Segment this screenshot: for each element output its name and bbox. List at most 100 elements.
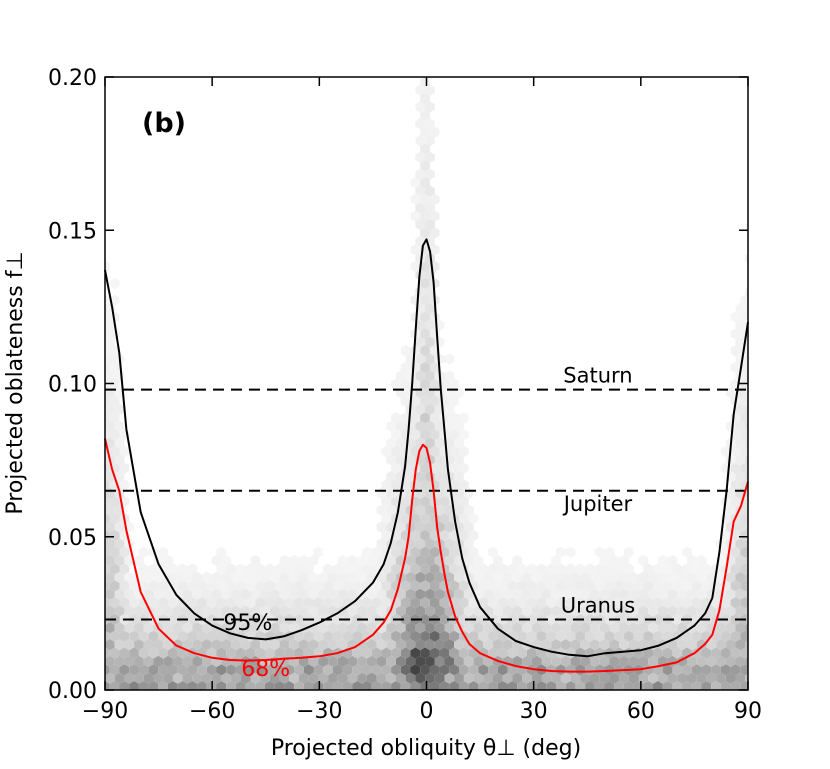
hexbin-cell [279, 622, 290, 634]
hexbin-cell [410, 630, 421, 642]
hexbin-cell [143, 622, 154, 634]
hexbin-cell [366, 655, 377, 667]
hexbin-cell [429, 311, 440, 323]
hexbin-cell [206, 613, 217, 625]
x-tick-label: 60 [627, 699, 655, 724]
hexbin-cell [599, 622, 610, 634]
hexbin-cell [410, 513, 421, 525]
hexbin-cell [444, 672, 455, 684]
hexbin-cell [153, 588, 164, 600]
hexbin-cell [366, 639, 377, 651]
hexbin-cell [362, 647, 372, 659]
hexbin-cell [667, 672, 678, 684]
hexbin-cell [502, 639, 513, 651]
hexbin-cell [657, 672, 668, 684]
hexbin-cell [274, 613, 285, 625]
hexbin-cell [396, 521, 406, 533]
hexbin-cell [575, 681, 586, 690]
hexbin-cell [274, 681, 285, 690]
hexbin-cell [468, 546, 479, 558]
hexbin-cell [720, 529, 731, 541]
hexbin-cell [400, 580, 411, 592]
hexbin-cell [425, 605, 435, 617]
hexbin-cell [449, 546, 459, 558]
hexbin-cell [439, 630, 450, 642]
hexbin-cell [274, 664, 285, 676]
uranus-label: Uranus [561, 594, 635, 618]
hexbin-cell [735, 521, 746, 533]
hexbin-cell [720, 597, 731, 609]
hexbin-cell [677, 588, 687, 600]
hexbin-cell [163, 622, 173, 634]
hexbin-cell [449, 395, 459, 407]
hexbin-cell [628, 655, 639, 667]
hexbin-cell [114, 605, 125, 617]
hexbin-cell [429, 227, 440, 239]
hexbin-cell [682, 597, 692, 609]
hexbin-cell [109, 378, 120, 390]
hexbin-cell [299, 605, 309, 617]
hexbin-cell [415, 420, 426, 432]
panel-label: (b) [142, 108, 186, 139]
hexbin-cell [580, 622, 590, 634]
hexbin-cell [391, 630, 401, 642]
hexbin-cell [517, 597, 527, 609]
hexbin-cell [696, 571, 707, 583]
hexbin-cell [434, 672, 445, 684]
hexbin-cell [405, 655, 416, 667]
hexbin-cell [415, 605, 426, 617]
hexbin-cell [522, 571, 532, 583]
hexbin-cell [425, 639, 435, 651]
hexbin-cell [153, 655, 164, 667]
hexbin-cell [594, 563, 605, 575]
hexbin-cell [594, 664, 605, 676]
hexbin-cell [735, 622, 746, 634]
hexbin-cell [197, 580, 207, 592]
hexbin-cell [405, 454, 416, 466]
hexbin-cell [357, 672, 367, 684]
hexbin-cell [235, 647, 246, 659]
hexbin-cell [420, 277, 430, 289]
hexbin-cell [425, 538, 435, 550]
hexbin-cell [192, 588, 202, 600]
hexbin-cell [337, 639, 348, 651]
hexbin-cell [672, 681, 683, 690]
hexbin-cell [483, 672, 493, 684]
hexbin-cell [284, 580, 295, 592]
hexbin-cell [202, 605, 212, 617]
hexbin-cell [425, 101, 435, 113]
hexbin-cell [628, 605, 639, 617]
hexbin-cell [740, 462, 748, 474]
hexbin-cell [396, 588, 406, 600]
hexbin-cell [429, 395, 440, 407]
hexbin-cell [163, 588, 173, 600]
hexbin-cell [691, 613, 702, 625]
hexbin-cell [376, 605, 387, 617]
hexbin-cell [682, 546, 692, 558]
hexbin-cell [206, 664, 217, 676]
hexbin-cell [444, 437, 455, 449]
hexbin-cell [415, 672, 426, 684]
hexbin-cell [619, 571, 629, 583]
hexbin-cell [439, 664, 450, 676]
hexbin-cell [638, 555, 649, 567]
hexbin-cell [114, 403, 125, 415]
hexbin-cell [444, 555, 455, 567]
hexbin-cell [245, 647, 256, 659]
hexbin-cell [197, 664, 207, 676]
hexbin-cell [211, 672, 222, 684]
hexbin-cell [623, 630, 634, 642]
hexbin-cell [463, 538, 474, 550]
hexbin-cell [580, 571, 590, 583]
hexbin-cell [158, 630, 168, 642]
hexbin-cell [473, 672, 484, 684]
hexbin-cell [691, 630, 702, 642]
hexbin-cell [526, 630, 537, 642]
hexbin-cell [493, 605, 503, 617]
hexbin-cell [507, 613, 518, 625]
hexbin-cell [308, 639, 319, 651]
hexbin-cell [439, 597, 450, 609]
hexbin-cell [638, 639, 649, 651]
hexbin-cell [105, 546, 110, 558]
hexbin-cell [701, 664, 712, 676]
